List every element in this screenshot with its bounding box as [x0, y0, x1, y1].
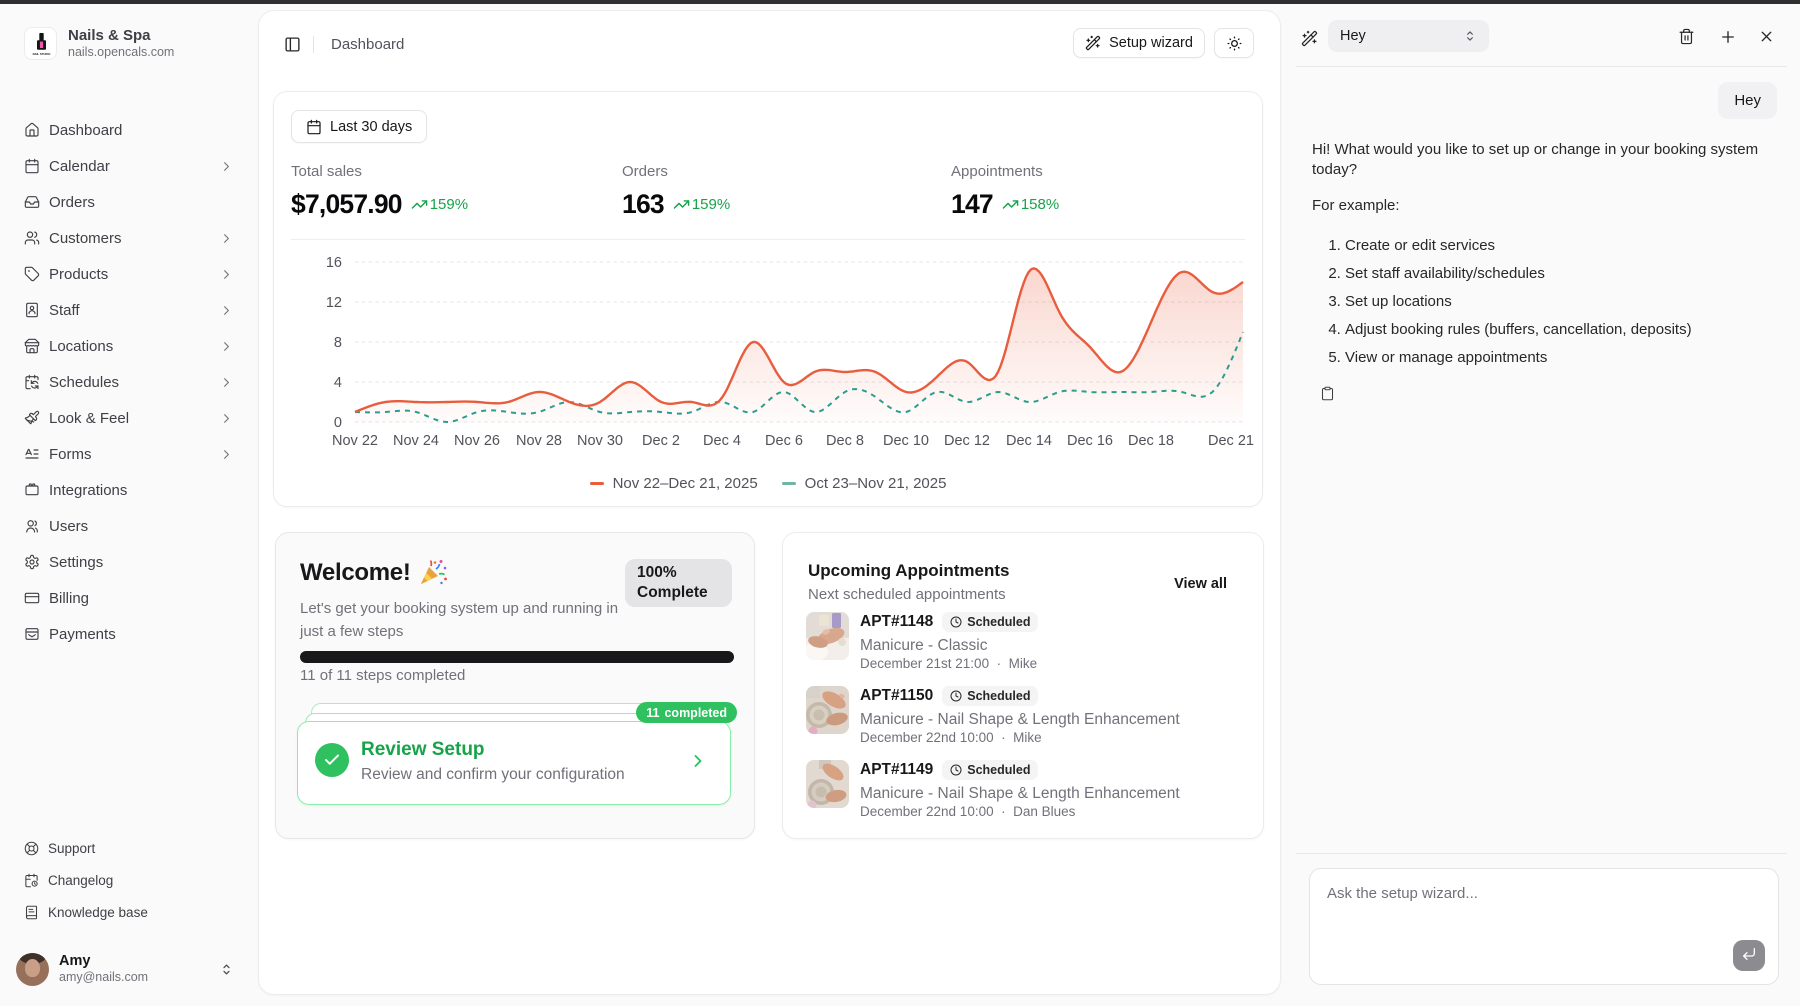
- svg-text:Dec 6: Dec 6: [765, 433, 803, 449]
- svg-text:Dec 21: Dec 21: [1208, 433, 1254, 449]
- svg-text:0: 0: [334, 415, 342, 431]
- svg-text:16: 16: [326, 255, 342, 271]
- svg-text:4: 4: [334, 375, 342, 391]
- svg-text:12: 12: [326, 295, 342, 311]
- svg-text:Dec 4: Dec 4: [703, 433, 741, 449]
- svg-text:Nov 28: Nov 28: [516, 433, 562, 449]
- svg-text:Dec 14: Dec 14: [1006, 433, 1052, 449]
- svg-text:Dec 8: Dec 8: [826, 433, 864, 449]
- svg-text:NAIL STUDIO: NAIL STUDIO: [33, 52, 52, 56]
- svg-text:Dec 2: Dec 2: [642, 433, 680, 449]
- svg-text:Dec 10: Dec 10: [883, 433, 929, 449]
- svg-text:8: 8: [334, 335, 342, 351]
- svg-text:Nov 22: Nov 22: [332, 433, 378, 449]
- svg-text:Nov 30: Nov 30: [577, 433, 623, 449]
- svg-text:Nov 24: Nov 24: [393, 433, 439, 449]
- svg-text:Nov 26: Nov 26: [454, 433, 500, 449]
- svg-text:Dec 18: Dec 18: [1128, 433, 1174, 449]
- svg-text:Dec 12: Dec 12: [944, 433, 990, 449]
- svg-text:Dec 16: Dec 16: [1067, 433, 1113, 449]
